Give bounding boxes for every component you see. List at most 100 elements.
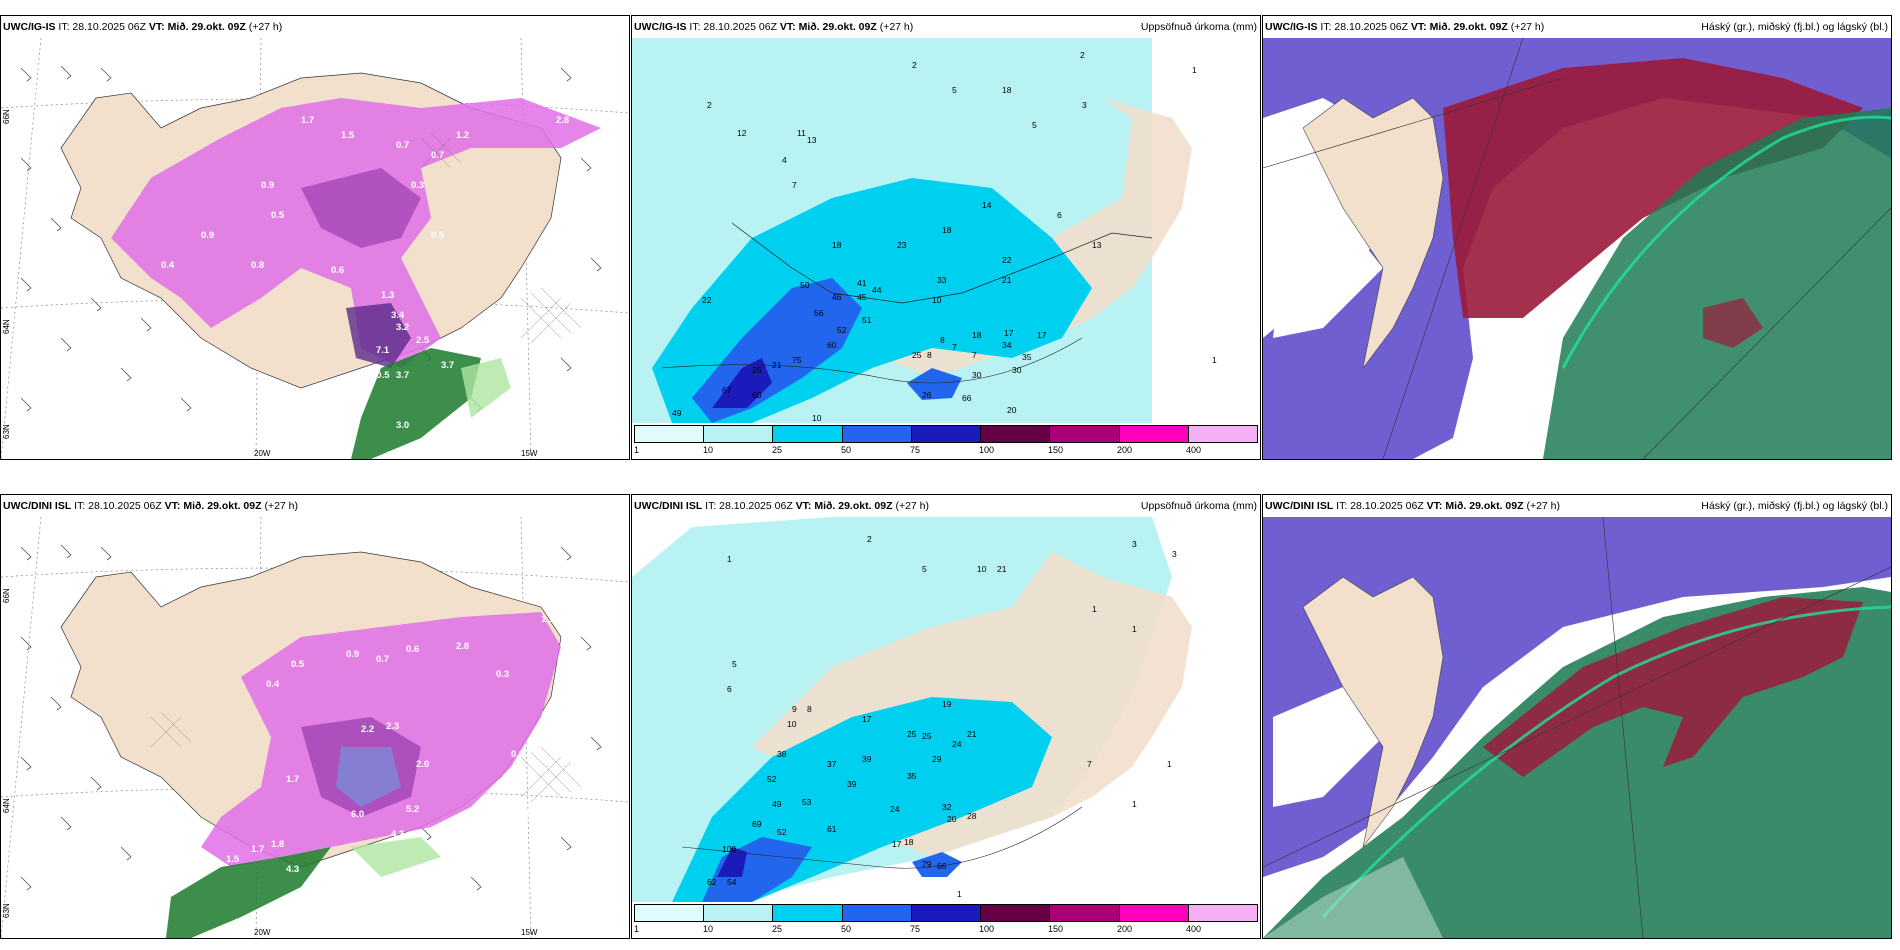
panel-bot-mid: UWC/DINI ISL IT: 28.10.2025 06Z VT: Mið.… (631, 494, 1261, 939)
value-label: 2.8 (456, 641, 469, 652)
svg-text:1: 1 (1132, 624, 1137, 634)
svg-text:6: 6 (727, 684, 732, 694)
value-label: 1.1 (541, 614, 555, 625)
colorbar-tick: 50 (841, 445, 852, 455)
map-cloud-cover (1263, 517, 1891, 938)
panel-bot-right: UWC/DINI ISL IT: 28.10.2025 06Z VT: Mið.… (1262, 494, 1892, 939)
precip-values: 2 5 18 2 1 3 5 2 12 4 7 13 11 23 14 18 1… (672, 50, 1217, 423)
valid-time: Mið. 29.okt. 09Z (814, 500, 893, 512)
iceland-land (1302, 97, 1444, 369)
lead-time: (+27 h) (879, 21, 914, 33)
value-label: 4.3 (286, 864, 299, 875)
svg-text:1: 1 (1192, 65, 1197, 75)
lon-label: 15W (521, 449, 538, 458)
svg-text:3: 3 (1172, 549, 1177, 559)
map-cloud-cover (1263, 38, 1891, 459)
value-label: 2.5 (416, 335, 430, 346)
rain-area (166, 847, 331, 938)
value-label: 3.2 (341, 869, 354, 880)
colorbar-tick: 400 (1186, 924, 1202, 934)
value-label: 0.3 (496, 669, 509, 680)
svg-text:21: 21 (1002, 275, 1012, 285)
svg-text:18: 18 (832, 240, 842, 250)
value-label: 5.2 (406, 804, 419, 815)
rain-area (351, 348, 481, 459)
value-label: 0.6 (406, 644, 419, 655)
value-label: 4.3 (391, 829, 404, 840)
svg-text:7: 7 (1087, 759, 1092, 769)
map-accumulated-precip: 2 5 10 21 3 3 1 1 1 6 5 9 8 10 17 19 25 … (632, 517, 1260, 902)
svg-text:2: 2 (912, 60, 917, 70)
svg-text:17: 17 (862, 714, 872, 724)
svg-text:24: 24 (890, 804, 900, 814)
value-label: 1.8 (271, 839, 284, 850)
panel-header: UWC/IG-IS IT: 28.10.2025 06Z VT: Mið. 29… (1263, 16, 1891, 38)
model-name: UWC/IG-IS (3, 21, 56, 33)
panel-header: UWC/DINI ISL IT: 28.10.2025 06Z VT: Mið.… (632, 495, 1260, 517)
value-label: 0.5 (271, 210, 285, 221)
panel-header: UWC/DINI ISL IT: 28.10.2025 06Z VT: Mið.… (1, 495, 629, 517)
value-label: 0.5 (431, 230, 445, 241)
svg-text:22: 22 (702, 295, 712, 305)
lead-time: (+27 h) (248, 21, 283, 33)
svg-text:5: 5 (1032, 120, 1037, 130)
valid-time-label: VT: (779, 21, 796, 33)
valid-time: Mið. 29.okt. 09Z (167, 21, 246, 33)
model-name: UWC/IG-IS (1265, 21, 1318, 33)
value-label: 2.8 (556, 115, 569, 126)
svg-text:21: 21 (997, 564, 1007, 574)
svg-text:34: 34 (1002, 340, 1012, 350)
svg-text:20: 20 (947, 814, 957, 824)
svg-text:35: 35 (1022, 352, 1032, 362)
valid-time: Mið. 29.okt. 09Z (183, 500, 262, 512)
colorbar-swatch (1050, 905, 1120, 921)
panel-top-left: UWC/IG-IS IT: 28.10.2025 06Z VT: Mið. 29… (0, 15, 630, 460)
colorbar-swatch (1119, 905, 1189, 921)
svg-text:21: 21 (967, 729, 977, 739)
value-label: 0.4 (516, 809, 530, 820)
svg-text:21: 21 (772, 360, 782, 370)
svg-text:49: 49 (672, 408, 682, 418)
svg-text:23: 23 (897, 240, 907, 250)
value-label: 7.1 (376, 345, 390, 356)
svg-text:46: 46 (832, 292, 842, 302)
value-label: 0.4 (266, 679, 280, 690)
panel-header: UWC/DINI ISL IT: 28.10.2025 06Z VT: Mið.… (1263, 495, 1891, 517)
valid-time-label: VT: (795, 500, 812, 512)
svg-text:7: 7 (972, 350, 977, 360)
colorbar-swatch (773, 426, 843, 442)
map-title: Uppsöfnuð úrkoma (mm) (1140, 500, 1257, 512)
map-snow-wind: 1.5 0.7 0.7 1.2 2.8 0.9 0.5 0.3 0.9 0.5 … (1, 38, 629, 459)
map-title: Háský (gr.), miðský (fj.bl.) og lágský (… (1701, 21, 1888, 33)
value-label: 2.0 (416, 759, 429, 770)
value-label: 0.9 (201, 230, 214, 241)
colorbar-tick: 100 (979, 924, 995, 934)
svg-text:39: 39 (862, 754, 872, 764)
svg-text:30: 30 (1012, 365, 1022, 375)
high-cloud-area (1443, 58, 1863, 318)
panel-bot-left: UWC/DINI ISL IT: 28.10.2025 06Z VT: Mið.… (0, 494, 630, 939)
lat-label: 63N (2, 903, 11, 918)
svg-text:20: 20 (1007, 405, 1017, 415)
colorbar-tick: 150 (1048, 445, 1064, 455)
colorbar-tick: 1 (634, 924, 640, 934)
svg-text:25: 25 (912, 350, 922, 360)
svg-text:61: 61 (827, 824, 837, 834)
svg-text:60: 60 (752, 390, 762, 400)
colorbar-tick: 10 (703, 445, 714, 455)
value-label: 3.2 (396, 322, 409, 333)
value-label: 3.0 (396, 420, 409, 431)
value-label: 0.9 (346, 649, 359, 660)
value-label: 2.2 (361, 724, 374, 735)
colorbar-swatch (1119, 426, 1189, 442)
svg-text:29: 29 (932, 754, 942, 764)
colorbar-tick: 25 (772, 445, 783, 455)
svg-text:52: 52 (767, 774, 777, 784)
svg-text:5: 5 (952, 85, 957, 95)
svg-text:8: 8 (807, 704, 812, 714)
init-time: IT: 28.10.2025 06Z (689, 21, 777, 33)
svg-text:35: 35 (907, 771, 917, 781)
value-label: 0.9 (261, 180, 274, 191)
svg-text:22: 22 (1002, 255, 1012, 265)
colorbar: 1 10 25 50 75 100 150 200 400 (632, 902, 1260, 938)
